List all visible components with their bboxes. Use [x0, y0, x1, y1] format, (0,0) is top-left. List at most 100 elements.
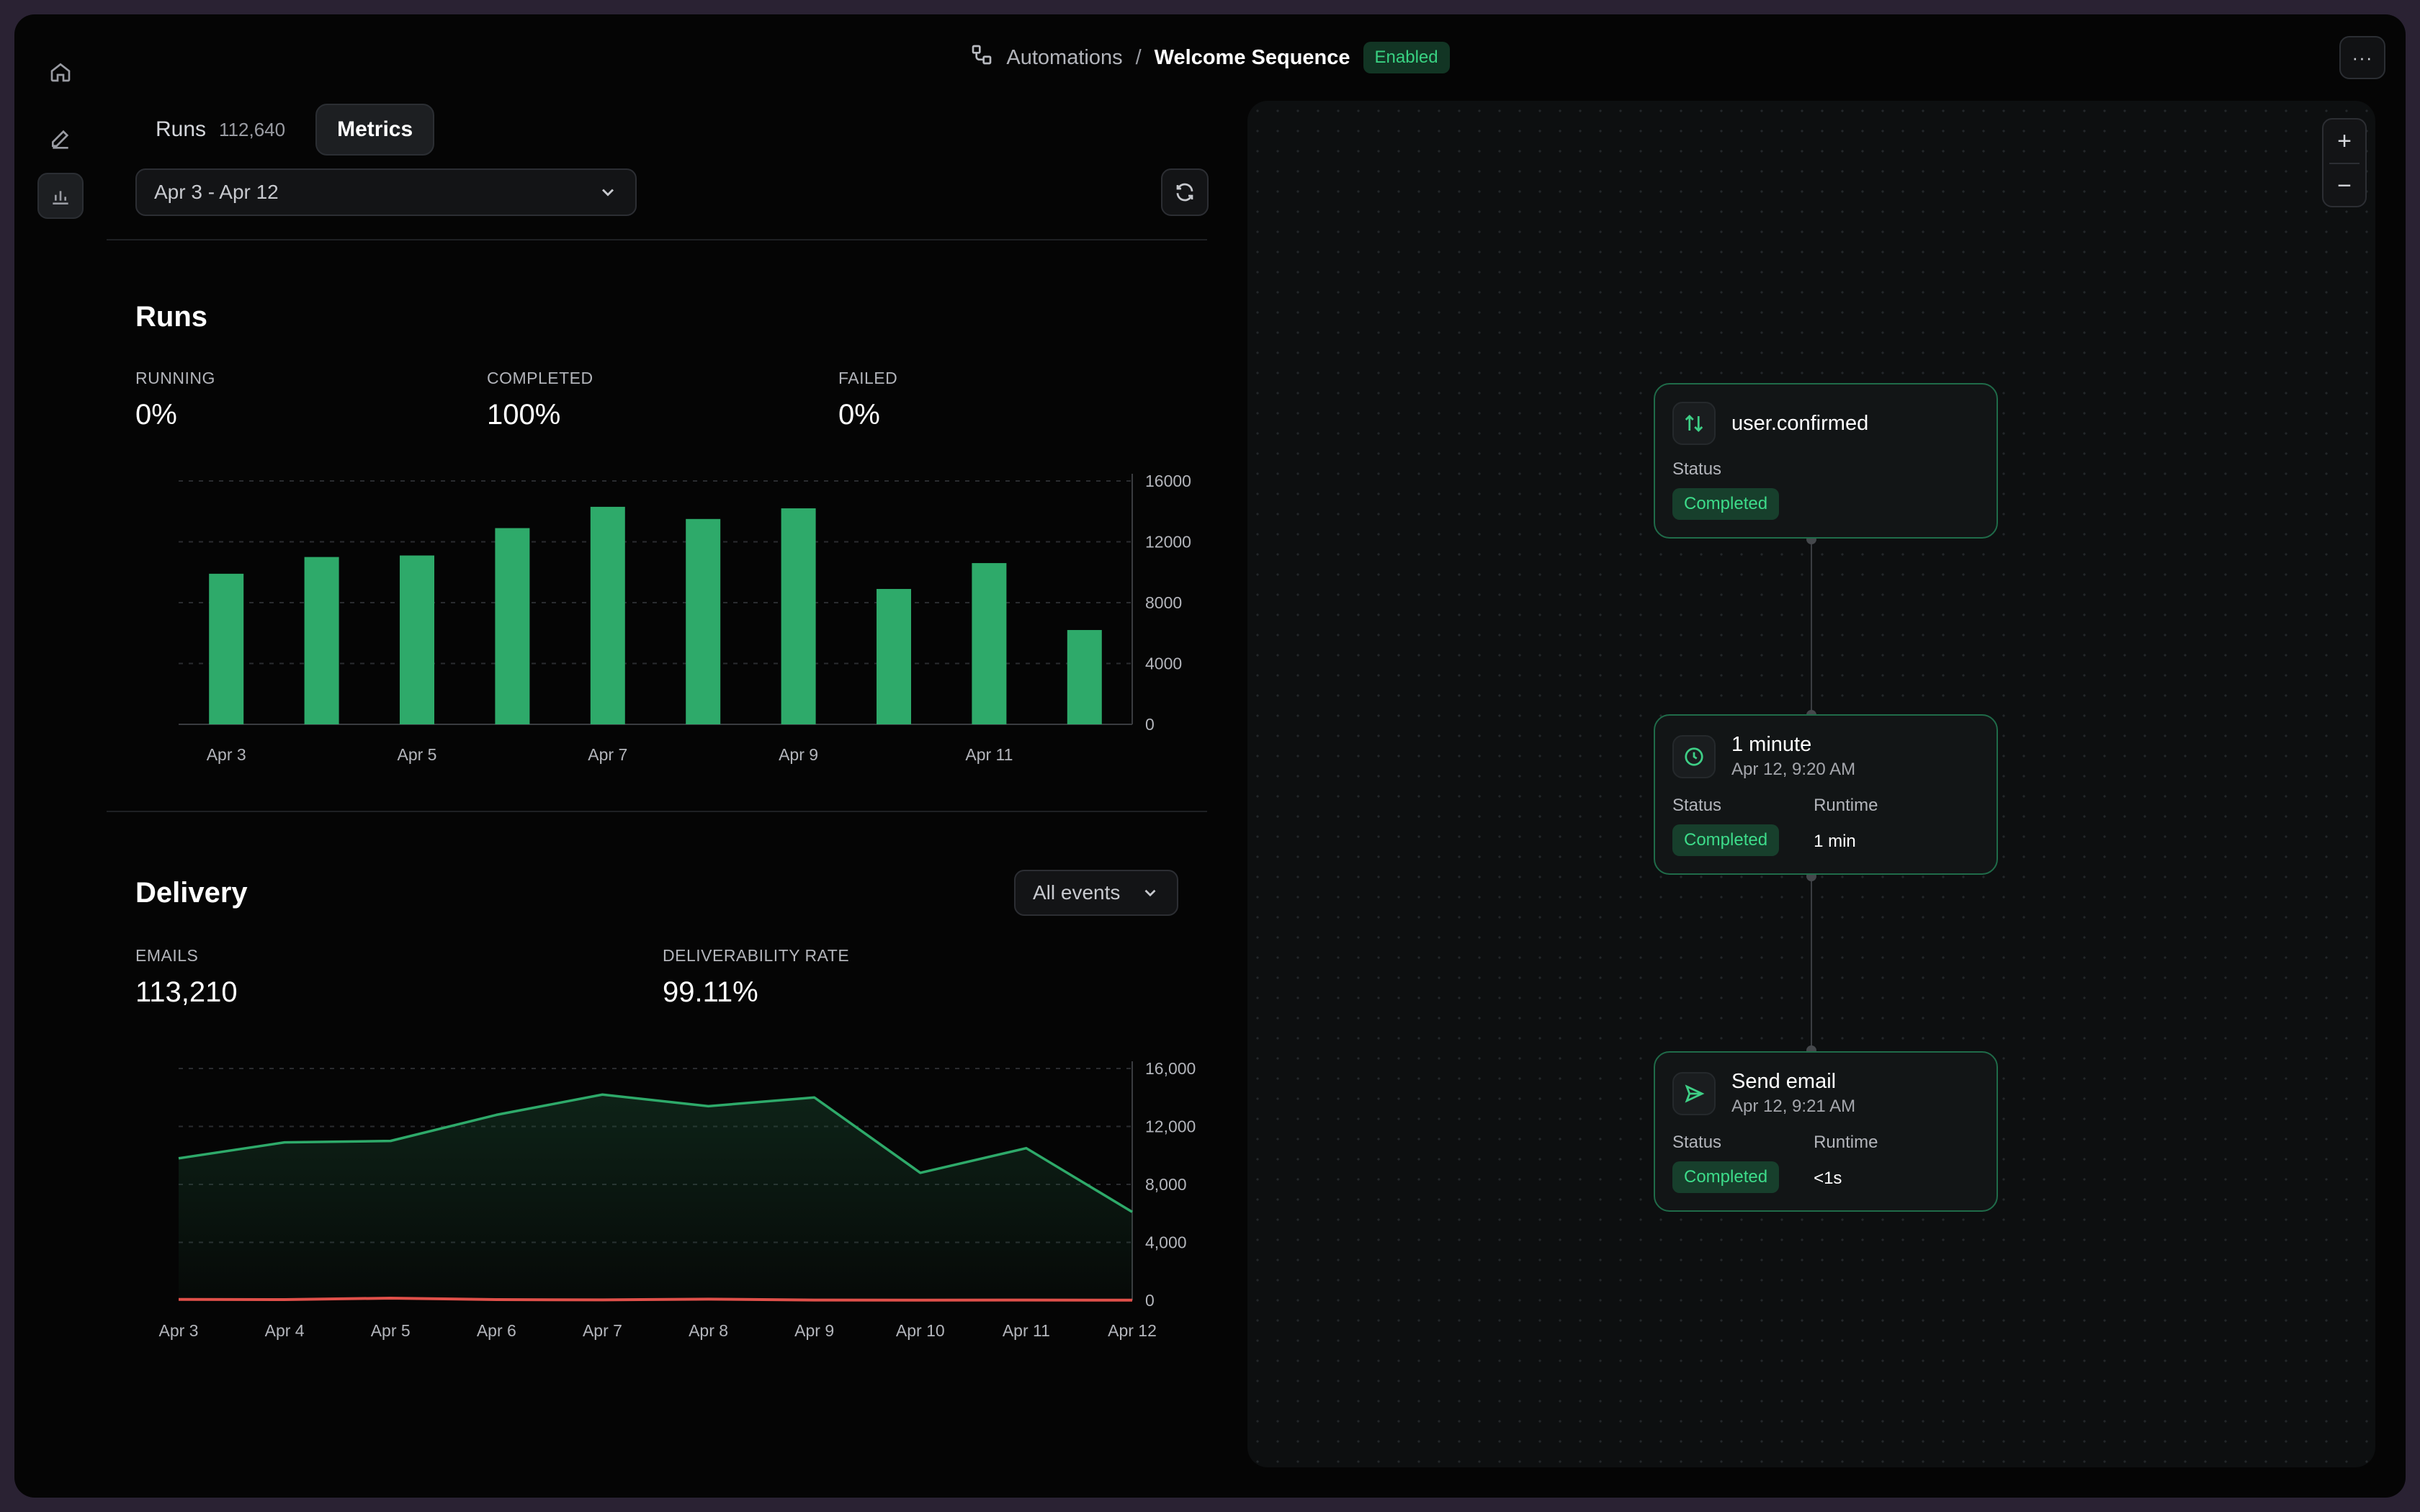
- x-tick-label: Apr 4: [265, 1321, 305, 1340]
- area-fill: [179, 1094, 1132, 1300]
- status-label: Status: [1672, 1133, 1722, 1152]
- refresh-icon: [1176, 183, 1193, 202]
- x-tick-label: Apr 7: [588, 745, 627, 764]
- node-timestamp: Apr 12, 9:21 AM: [1731, 1097, 1856, 1116]
- flow-edge: [1811, 540, 1812, 716]
- x-tick-label: Apr 8: [689, 1321, 728, 1340]
- x-tick-label: Apr 5: [398, 745, 437, 764]
- tab-bar: Runs 112,640 Metrics: [135, 101, 435, 158]
- x-tick-label: Apr 3: [159, 1321, 199, 1340]
- node-title: 1 minute: [1731, 733, 1812, 756]
- x-tick-label: Apr 11: [1003, 1321, 1050, 1340]
- bar: [686, 518, 721, 724]
- metrics-nav-button[interactable]: [37, 173, 84, 219]
- stat-deliverability-value: 99.11%: [663, 976, 758, 1008]
- x-tick-label: Apr 12: [1108, 1321, 1157, 1340]
- x-tick-label: Apr 7: [583, 1321, 622, 1340]
- trigger-icon: [1672, 402, 1716, 445]
- x-tick-label: Apr 10: [896, 1321, 945, 1340]
- status-badge: Enabled: [1363, 42, 1450, 73]
- y-tick-label: 12,000: [1145, 1117, 1196, 1136]
- zoom-divider: [2329, 163, 2360, 164]
- stat-completed-label: COMPLETED: [487, 369, 593, 387]
- home-icon: [50, 63, 71, 82]
- y-tick-label: 12000: [1145, 533, 1191, 552]
- flow-node-delay[interactable]: 1 minute Apr 12, 9:20 AM Status Complete…: [1654, 714, 1998, 875]
- edit-button[interactable]: [37, 115, 84, 161]
- bar: [781, 508, 816, 724]
- header-breadcrumb: Automations / Welcome Sequence Enabled: [14, 14, 2406, 101]
- edit-icon: [52, 130, 69, 149]
- breadcrumb-automations[interactable]: Automations: [1006, 45, 1123, 69]
- x-tick-label: Apr 5: [371, 1321, 411, 1340]
- stat-emails-value: 113,210: [135, 976, 238, 1008]
- series-line-failed: [178, 1296, 1133, 1302]
- runtime-value: 1 min: [1814, 832, 1856, 851]
- bar: [304, 557, 339, 724]
- zoom-controls: + −: [2322, 118, 2367, 207]
- flow-node-send-email[interactable]: Send email Apr 12, 9:21 AM Status Comple…: [1654, 1051, 1998, 1212]
- flow-node-trigger[interactable]: user.confirmed Status Completed: [1654, 383, 1998, 539]
- chevron-down-icon: [1144, 889, 1156, 897]
- runtime-label: Runtime: [1814, 1133, 1878, 1152]
- app-window: Automations / Welcome Sequence Enabled ·…: [14, 14, 2406, 1498]
- runtime-label: Runtime: [1814, 796, 1878, 815]
- delivery-section-title: Delivery: [135, 877, 248, 909]
- tab-runs-count: 112,640: [219, 118, 286, 140]
- stat-completed-value: 100%: [487, 399, 561, 431]
- bar: [209, 573, 244, 724]
- stat-running-label: RUNNING: [135, 369, 215, 387]
- stat-deliverability-label: DELIVERABILITY RATE: [663, 946, 850, 965]
- stat-emails-label: EMAILS: [135, 946, 199, 965]
- status-badge: Completed: [1672, 488, 1780, 520]
- tab-metrics[interactable]: Metrics: [315, 104, 435, 156]
- flow-canvas[interactable]: + − user.confirmed Status Co: [1247, 101, 2375, 1467]
- tab-runs[interactable]: Runs 112,640: [135, 104, 305, 156]
- send-icon: [1672, 1071, 1716, 1115]
- stat-failed-value: 0%: [838, 399, 880, 431]
- x-tick-label: Apr 6: [477, 1321, 516, 1340]
- runs-section-title: Runs: [135, 301, 207, 333]
- bar: [972, 563, 1007, 724]
- zoom-in-button[interactable]: +: [2337, 127, 2352, 155]
- zoom-out-button[interactable]: −: [2337, 171, 2352, 199]
- series-line-emails: [178, 1093, 1133, 1213]
- date-range-select[interactable]: Apr 3 - Apr 12: [135, 168, 637, 216]
- chevron-down-icon: [601, 189, 614, 197]
- tab-metrics-label: Metrics: [337, 117, 413, 141]
- runtime-value: <1s: [1814, 1169, 1842, 1188]
- breadcrumb-separator: /: [1135, 45, 1142, 69]
- page-title: Welcome Sequence: [1154, 45, 1350, 69]
- node-title: user.confirmed: [1731, 411, 1869, 435]
- x-tick-label: Apr 9: [779, 745, 818, 764]
- bar: [1067, 630, 1102, 724]
- status-badge: Completed: [1672, 824, 1780, 856]
- status-label: Status: [1672, 796, 1722, 815]
- stat-failed-label: FAILED: [838, 369, 898, 387]
- y-tick-label: 8000: [1145, 593, 1182, 612]
- bar: [400, 555, 434, 724]
- sidebar: [14, 14, 108, 1498]
- divider: [107, 239, 1207, 240]
- divider: [107, 811, 1207, 812]
- y-tick-label: 4000: [1145, 654, 1182, 673]
- bar: [877, 588, 911, 724]
- y-tick-label: 8,000: [1145, 1175, 1187, 1194]
- date-range-value: Apr 3 - Apr 12: [154, 181, 279, 203]
- bar-chart-icon: [53, 191, 68, 204]
- runs-bar-chart: 0 4000 8000 12000 16000 Apr 3 Apr 5 Apr 7 Apr 9 A…: [179, 472, 1191, 764]
- x-tick-label: Apr 3: [207, 745, 246, 764]
- y-tick-label: 4,000: [1145, 1233, 1187, 1252]
- events-filter-value: All events: [1033, 881, 1121, 904]
- bar: [495, 528, 530, 724]
- automation-icon: [970, 43, 993, 72]
- y-tick-label: 0: [1145, 715, 1155, 734]
- node-timestamp: Apr 12, 9:20 AM: [1731, 760, 1856, 779]
- refresh-button[interactable]: [1161, 168, 1209, 216]
- y-tick-label: 16000: [1145, 472, 1191, 490]
- tab-runs-label: Runs: [156, 117, 207, 141]
- more-options-button[interactable]: ···: [2339, 36, 2385, 79]
- flow-edge: [1811, 877, 1812, 1051]
- home-button[interactable]: [37, 49, 84, 95]
- events-filter-select[interactable]: All events: [1014, 870, 1178, 916]
